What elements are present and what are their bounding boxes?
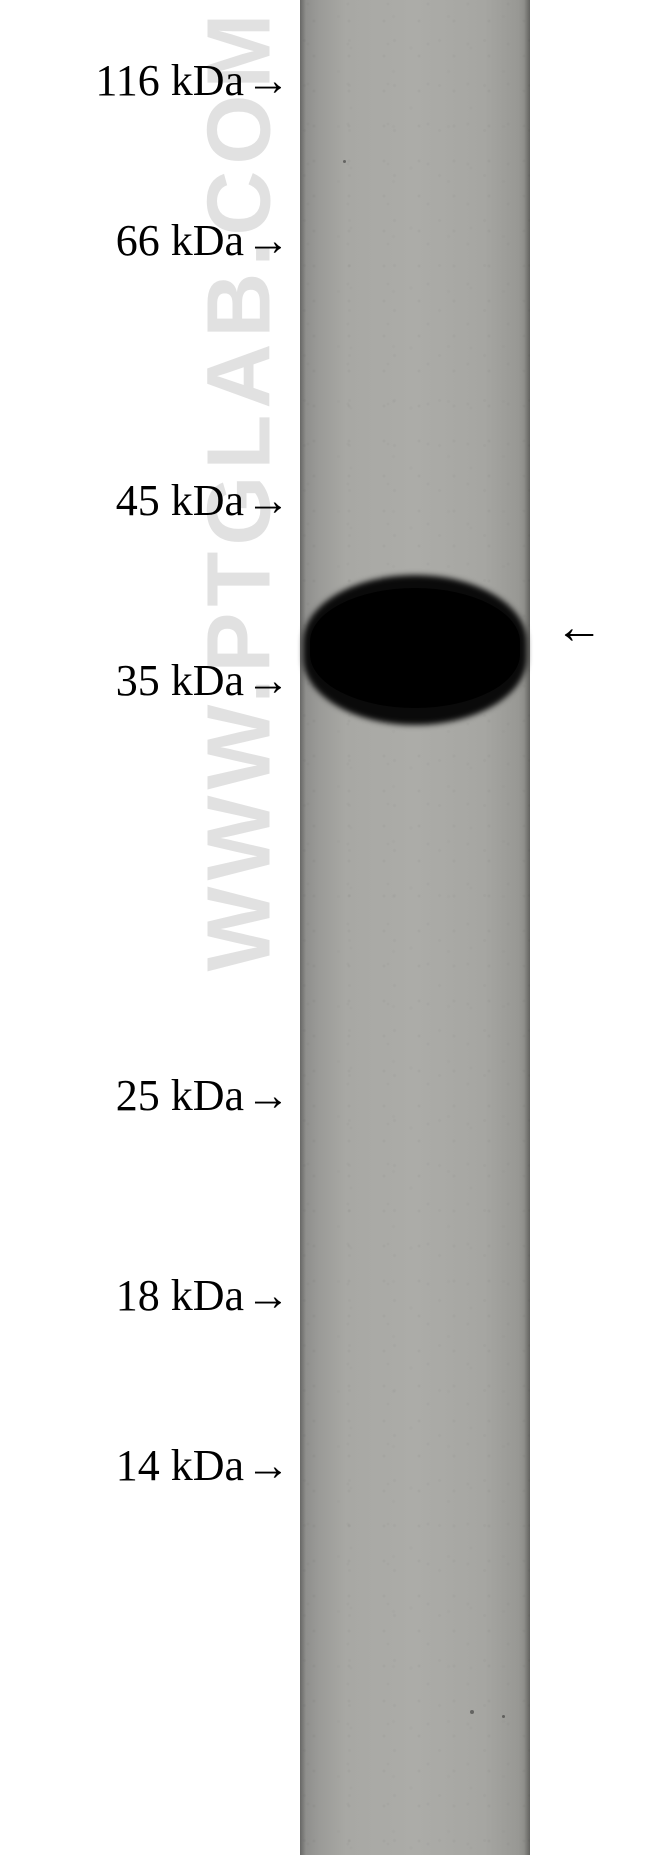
arrow-right-icon: → (246, 1440, 290, 1491)
speck (502, 1715, 505, 1718)
marker-label-text: 66 kDa (116, 216, 244, 265)
blot-noise (300, 0, 530, 1855)
marker-35kda: 35 kDa→ (116, 655, 290, 706)
marker-label-text: 116 kDa (95, 56, 244, 105)
marker-18kda: 18 kDa→ (116, 1270, 290, 1321)
marker-label-text: 25 kDa (116, 1071, 244, 1120)
lane-edge-right (524, 0, 530, 1855)
marker-label-text: 35 kDa (116, 656, 244, 705)
blot-lane (300, 0, 530, 1855)
arrow-right-icon: → (246, 475, 290, 526)
marker-25kda: 25 kDa→ (116, 1070, 290, 1121)
arrow-right-icon: → (246, 1070, 290, 1121)
marker-label-text: 45 kDa (116, 476, 244, 525)
protein-band (310, 588, 520, 708)
target-band-arrow-icon: ← (555, 600, 603, 655)
arrow-right-icon: → (246, 655, 290, 706)
marker-45kda: 45 kDa→ (116, 475, 290, 526)
marker-14kda: 14 kDa→ (116, 1440, 290, 1491)
arrow-right-icon: → (246, 215, 290, 266)
lane-edge-left (300, 0, 306, 1855)
speck (343, 160, 346, 163)
arrow-right-icon: → (246, 1270, 290, 1321)
marker-66kda: 66 kDa→ (116, 215, 290, 266)
marker-label-text: 18 kDa (116, 1271, 244, 1320)
speck (470, 1710, 474, 1714)
arrow-right-icon: → (246, 55, 290, 106)
marker-116kda: 116 kDa→ (95, 55, 290, 106)
marker-label-text: 14 kDa (116, 1441, 244, 1490)
western-blot-figure: WWW.PTGLAB.COM 116 kDa→ 66 kDa→ 45 kDa→ … (0, 0, 650, 1855)
